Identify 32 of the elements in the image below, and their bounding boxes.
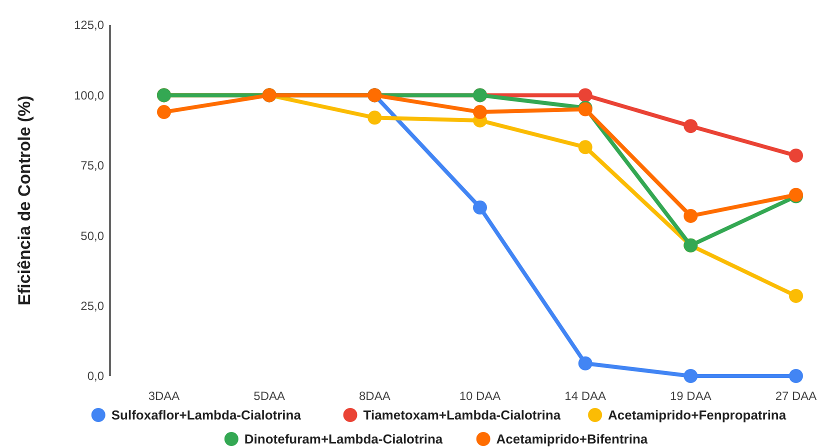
y-axis-title: Eficiência de Controle (%)	[15, 96, 34, 306]
point	[578, 140, 592, 154]
x-tick-label: 14 DAA	[564, 389, 606, 404]
y-tick-label: 25,0	[80, 299, 104, 313]
point	[789, 288, 803, 303]
point	[157, 105, 171, 120]
point	[684, 369, 698, 383]
legend-label: Sulfoxaflor+Lambda-Cialotrina	[111, 408, 302, 423]
point	[789, 369, 803, 383]
x-tick-label: 19 DAA	[670, 389, 712, 404]
x-tick-label: 5DAA	[254, 389, 286, 404]
point	[578, 88, 592, 102]
point	[684, 119, 698, 134]
x-tick-label: 3DAA	[148, 389, 180, 404]
y-tick-label: 100,0	[74, 88, 104, 102]
x-tick-label: 27 DAA	[775, 389, 817, 404]
legend-label: Acetamiprido+Bifentrina	[496, 432, 648, 447]
x-tick-label: 8DAA	[358, 389, 390, 404]
y-tick-label: 0,0	[87, 369, 104, 384]
point	[368, 110, 382, 125]
y-tick-label: 125,0	[74, 18, 104, 32]
point	[789, 148, 803, 163]
point	[578, 356, 592, 370]
x-tick-label: 10 DAA	[459, 389, 501, 404]
y-tick-label: 75,0	[80, 158, 104, 173]
point	[684, 208, 698, 223]
point	[473, 200, 487, 215]
y-tick-label: 50,0	[80, 228, 104, 243]
point	[473, 105, 487, 120]
legend-label: Tiametoxam+Lambda-Cialotrina	[363, 408, 562, 423]
legend-label: Dinotefuram+Lambda-Cialotrina	[244, 432, 444, 447]
legend-label: Acetamiprido+Fenpropatrina	[608, 408, 787, 423]
